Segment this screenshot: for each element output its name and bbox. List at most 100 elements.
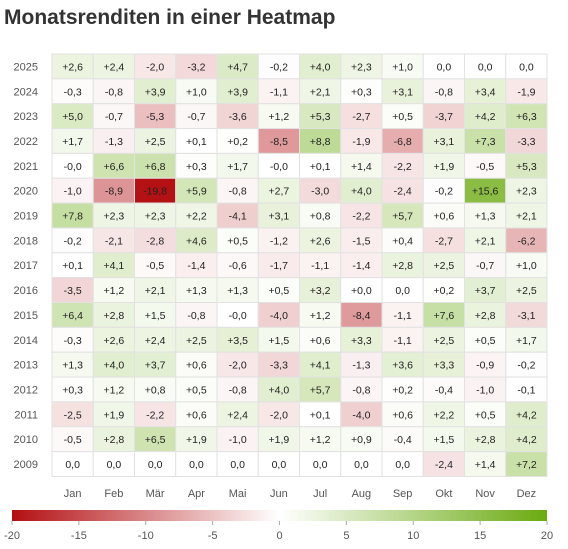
y-tick-label: 2009 — [14, 459, 38, 471]
legend-tick-label: -10 — [138, 530, 154, 542]
heatmap-cell — [299, 302, 342, 328]
heatmap-cell — [92, 326, 135, 353]
cell-value-label: -5,3 — [146, 111, 164, 123]
heatmap-cell — [257, 401, 300, 428]
cell-value-label: +2,2 — [186, 211, 207, 223]
cell-value-label: +0,5 — [186, 384, 207, 396]
x-tick-label: Aug — [352, 488, 372, 500]
heatmap-cell — [299, 103, 342, 130]
cell-value-label: -0,6 — [229, 260, 247, 272]
heatmap-cell — [51, 202, 94, 229]
heatmap-cell — [464, 302, 507, 328]
cell-value-label: +0,6 — [186, 360, 207, 372]
cell-value-label: +0,6 — [434, 211, 455, 223]
y-tick-label: 2013 — [14, 360, 38, 372]
cell-value-label: +3,3 — [434, 360, 455, 372]
cell-value-label: -1,2 — [270, 235, 288, 247]
cell-value-label: +6,5 — [145, 434, 166, 446]
cell-value-label: +2,4 — [145, 335, 166, 347]
x-tick-label: Apr — [188, 488, 205, 500]
heatmap-cell — [51, 103, 94, 130]
cell-value-label: +0,5 — [227, 235, 248, 247]
heatmap-cell — [464, 152, 507, 179]
heatmap-cell — [134, 152, 177, 179]
heatmap-cell — [92, 128, 135, 154]
heatmap-cell — [381, 103, 424, 130]
cell-value-label: -0,8 — [105, 86, 123, 98]
cell-value-label: +1,0 — [516, 260, 537, 272]
cell-value-label: 0,0 — [189, 459, 204, 471]
cell-value-label: +5,9 — [186, 186, 207, 198]
cell-value-label: +4,7 — [227, 61, 248, 73]
cell-value-label: 0,0 — [272, 459, 287, 471]
y-tick-label: 2010 — [14, 434, 38, 446]
heatmap-cell — [134, 78, 177, 105]
cell-value-label: +4,2 — [475, 111, 496, 123]
cell-value-label: +2,3 — [351, 61, 372, 73]
cell-value-label: -3,3 — [517, 136, 535, 148]
heatmap-cell — [505, 401, 548, 428]
cell-value-label: +0,2 — [227, 136, 248, 148]
heatmap-cell — [257, 351, 300, 378]
y-tick-label: 2018 — [14, 235, 38, 247]
heatmap-cell — [134, 351, 177, 378]
cell-value-label: +4,6 — [186, 235, 207, 247]
heatmap-cell — [422, 227, 465, 254]
cell-value-label: -1,9 — [517, 86, 535, 98]
heatmap-cell — [381, 177, 424, 204]
cell-value-label: +4,0 — [310, 61, 331, 73]
cell-value-label: +3,1 — [434, 136, 455, 148]
cell-value-label: 0,0 — [437, 61, 452, 73]
x-tick-label: Nov — [475, 488, 495, 500]
cell-value-label: 0,0 — [354, 459, 369, 471]
heatmap-cell — [257, 53, 300, 80]
cell-value-label: -1,1 — [270, 86, 288, 98]
heatmap-cell — [340, 277, 383, 303]
heatmap-cell — [299, 326, 342, 353]
cell-value-label: +2,8 — [392, 260, 413, 272]
cell-value-label: -19,8 — [143, 186, 167, 198]
cell-value-label: -3,7 — [435, 111, 453, 123]
heatmap-cell — [381, 351, 424, 378]
cell-value-label: -2,2 — [394, 161, 412, 173]
chart-title: Monatsrenditen in einer Heatmap — [4, 6, 336, 29]
color-legend-bar — [12, 510, 547, 521]
heatmap-cell — [340, 451, 383, 477]
heatmap-cell — [340, 128, 383, 154]
cell-value-label: -1,1 — [394, 335, 412, 347]
cell-value-label: -2,5 — [64, 409, 82, 421]
cell-value-label: +2,4 — [227, 409, 248, 421]
cell-value-label: -0,8 — [187, 310, 205, 322]
cell-value-label: -0,5 — [64, 434, 82, 446]
y-tick-label: 2021 — [14, 161, 38, 173]
cell-value-label: -0,0 — [270, 161, 288, 173]
cell-value-label: -0,7 — [105, 111, 123, 123]
cell-value-label: +2,2 — [434, 409, 455, 421]
cell-value-label: +0,3 — [62, 384, 83, 396]
heatmap-cell — [340, 351, 383, 378]
heatmap-cell — [505, 252, 548, 279]
cell-value-label: +2,5 — [516, 285, 537, 297]
heatmap-cell — [92, 351, 135, 378]
cell-value-label: -1,0 — [476, 384, 494, 396]
cell-value-label: 0,0 — [107, 459, 122, 471]
cell-value-label: -0,2 — [64, 235, 82, 247]
heatmap-cell — [464, 252, 507, 279]
cell-value-label: -2,7 — [352, 111, 370, 123]
heatmap-cell — [422, 128, 465, 154]
cell-value-label: +3,6 — [392, 360, 413, 372]
heatmap-cell — [340, 103, 383, 130]
heatmap-cell — [381, 401, 424, 428]
heatmap-cell — [134, 202, 177, 229]
cell-value-label: +6,6 — [104, 161, 125, 173]
cell-value-label: +3,2 — [310, 285, 331, 297]
cell-value-label: -0,4 — [394, 434, 412, 446]
heatmap-cell — [505, 78, 548, 105]
heatmap-cell — [216, 202, 259, 229]
heatmap-cell — [51, 376, 94, 403]
cell-value-label: -2,4 — [435, 459, 453, 471]
cell-value-label: +2,5 — [434, 335, 455, 347]
cell-value-label: +2,1 — [310, 86, 331, 98]
cell-value-label: +0,1 — [186, 136, 207, 148]
cell-value-label: +0,1 — [310, 161, 331, 173]
